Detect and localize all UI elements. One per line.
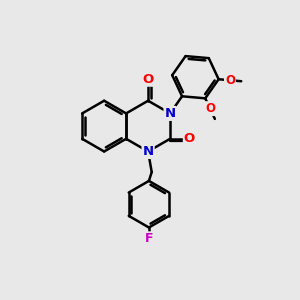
Text: O: O: [205, 102, 215, 115]
Text: F: F: [145, 232, 153, 245]
Text: O: O: [142, 73, 154, 86]
Text: N: N: [142, 145, 154, 158]
Text: N: N: [164, 107, 175, 120]
Text: O: O: [184, 132, 195, 145]
Text: O: O: [225, 74, 235, 87]
